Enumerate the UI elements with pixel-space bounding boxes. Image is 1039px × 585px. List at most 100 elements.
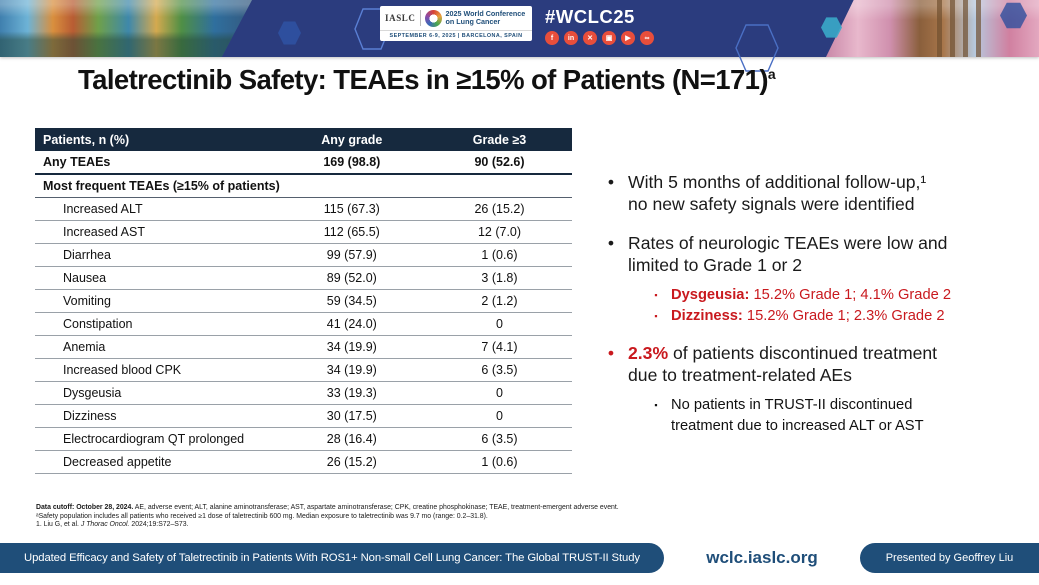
teae-table: Patients, n (%) Any grade Grade ≥3 Any T… <box>35 128 572 474</box>
hexagon-outline-icon <box>735 24 779 72</box>
footnote-reference: 1. Liu G, et al. J Thorac Oncol. 2024;19… <box>36 521 189 529</box>
table-header-row: Patients, n (%) Any grade Grade ≥3 <box>35 128 572 151</box>
any-grade-value: 115 (67.3) <box>276 197 427 221</box>
any-grade-value: 30 (17.5) <box>276 404 427 428</box>
table-row: Increased AST 112 (65.5) 12 (7.0) <box>35 220 572 244</box>
teae-table-body: Any TEAEs 169 (98.8) 90 (52.6) Most frequen… <box>35 151 572 474</box>
grade3-value: 0 <box>427 381 572 405</box>
section-label: Most frequent TEAEs (≥15% of patients) <box>35 174 572 198</box>
hexagon-decoration <box>278 21 301 45</box>
col-header-any-grade: Any grade <box>276 128 427 151</box>
footer-bar: Updated Efficacy and Safety of Taletrect… <box>0 543 1039 573</box>
table-row: Dizziness 30 (17.5) 0 <box>35 404 572 428</box>
bullet-discontinued-text: 2.3% of patients discontinued treatment … <box>628 343 938 385</box>
sub-bullet-dizziness: ▪ Dizziness: 15.2% Grade 1; 2.3% Grade 2 <box>651 306 1036 327</box>
grade3-value: 0 <box>427 404 572 428</box>
logo-divider <box>419 10 421 26</box>
iaslc-logo: IASLC <box>385 13 416 23</box>
website-link[interactable]: wclc.iaslc.org <box>706 548 818 567</box>
bullet-dot-icon: • <box>607 233 615 253</box>
grade3-value: 1 (0.6) <box>427 450 572 474</box>
any-grade-value: 99 (57.9) <box>276 243 427 267</box>
grade3-value: 7 (4.1) <box>427 335 572 359</box>
table-row: Vomiting 59 (34.5) 2 (1.2) <box>35 289 572 313</box>
study-title-banner: Updated Efficacy and Safety of Taletrect… <box>0 543 664 573</box>
grade3-value: 0 <box>427 312 572 336</box>
table-row: Increased blood CPK 34 (19.9) 6 (3.5) <box>35 358 572 382</box>
sub-bullet-trust2-text: No patients in TRUST-II discontinued tre… <box>671 397 924 434</box>
presenter-banner: Presented by Geoffrey Liu <box>860 543 1039 573</box>
teae-label: Increased ALT <box>35 197 277 221</box>
footnotes: Data cutoff: October 28, 2024. AE, adver… <box>36 504 619 530</box>
page-title-text: Taletrectinib Safety: TEAEs in ≥15% of P… <box>78 64 769 95</box>
sub-bullet-dysgeusia: ▪ Dysgeusia: 15.2% Grade 1; 4.1% Grade 2 <box>651 285 1036 306</box>
sub-bullet-dizziness-text: Dizziness: 15.2% Grade 1; 2.3% Grade 2 <box>671 308 945 324</box>
teae-label: Nausea <box>35 266 277 290</box>
bullet-followup: • With 5 months of additional follow-up,… <box>604 171 1036 215</box>
table-row: Diarrhea 99 (57.9) 1 (0.6) <box>35 243 572 267</box>
grade3-value: 6 (3.5) <box>427 427 572 451</box>
any-grade-value: 89 (52.0) <box>276 266 427 290</box>
footnote-data-cutoff: Data cutoff: October 28, 2024. AE, adver… <box>36 504 619 511</box>
x-icon: ✕ <box>583 31 597 45</box>
teae-label: Increased AST <box>35 220 277 244</box>
youtube-icon: ▶ <box>621 31 635 45</box>
linkedin-icon: in <box>564 31 578 45</box>
grade3-value: 2 (1.2) <box>427 289 572 313</box>
table-row: Dysgeusia 33 (19.3) 0 <box>35 381 572 405</box>
bullet-neurologic: • Rates of neurologic TEAEs were low and… <box>604 232 1036 276</box>
table-row: Decreased appetite 26 (15.2) 1 (0.6) <box>35 450 572 474</box>
conference-name-line1: 2025 World Conference <box>445 8 526 18</box>
teae-label: Dizziness <box>35 404 277 428</box>
teae-label: Constipation <box>35 312 277 336</box>
page-title: Taletrectinib Safety: TEAEs in ≥15% of P… <box>78 64 776 96</box>
grade3-value: 90 (52.6) <box>427 151 572 175</box>
wclc-emblem-icon <box>424 9 442 27</box>
conference-banner: IASLC 2025 World Conference on Lung Canc… <box>0 0 1039 72</box>
table-row: Nausea 89 (52.0) 3 (1.8) <box>35 266 572 290</box>
any-grade-value: 59 (34.5) <box>276 289 427 313</box>
col-header-patients: Patients, n (%) <box>35 128 277 151</box>
hashtag: #WCLC25 <box>545 6 635 27</box>
social-icons: f in ✕ ▣ ▶ ∞ <box>545 31 659 45</box>
bullet-discontinued: • 2.3% of patients discontinued treatmen… <box>604 342 1036 386</box>
grade3-value: 1 (0.6) <box>427 243 572 267</box>
square-bullet-icon: ▪ <box>654 290 658 300</box>
table-row: Constipation 41 (24.0) 0 <box>35 312 572 336</box>
table-row: Any TEAEs 169 (98.8) 90 (52.6) <box>35 151 572 175</box>
teae-label: Decreased appetite <box>35 450 277 474</box>
any-grade-value: 34 (19.9) <box>276 358 427 382</box>
teae-label: Dysgeusia <box>35 381 277 405</box>
table-section-row: Most frequent TEAEs (≥15% of patients) <box>35 174 572 198</box>
teae-label: Electrocardiogram QT prolonged <box>35 427 277 451</box>
key-points: • With 5 months of additional follow-up,… <box>604 171 1036 437</box>
facebook-icon: f <box>545 31 559 45</box>
bullet-dot-icon: • <box>607 172 615 192</box>
square-bullet-icon: ▪ <box>654 400 658 410</box>
spires-decoration <box>936 0 989 57</box>
barcelona-skyline-image <box>0 0 252 57</box>
teae-label: Increased blood CPK <box>35 358 277 382</box>
any-grade-value: 26 (15.2) <box>276 450 427 474</box>
any-grade-value: 33 (19.3) <box>276 381 427 405</box>
conference-date-location: SEPTEMBER 6-9, 2025 | BARCELONA, SPAIN <box>380 30 532 41</box>
conference-logo: IASLC 2025 World Conference on Lung Canc… <box>380 6 532 41</box>
footnote-safety-population: ᵃSafety population includes all patients… <box>36 512 488 520</box>
any-grade-value: 169 (98.8) <box>276 151 427 175</box>
grade3-value: 12 (7.0) <box>427 220 572 244</box>
hexagon-decoration <box>821 17 842 38</box>
sub-bullet-trust2: ▪ No patients in TRUST-II discontinued t… <box>651 395 1036 437</box>
bullet-followup-text: With 5 months of additional follow-up,¹ … <box>628 172 927 214</box>
any-grade-value: 112 (65.5) <box>276 220 427 244</box>
share-icon: ∞ <box>640 31 654 45</box>
sub-bullet-dysgeusia-text: Dysgeusia: 15.2% Grade 1; 4.1% Grade 2 <box>671 287 952 303</box>
table-row: Increased ALT 115 (67.3) 26 (15.2) <box>35 197 572 221</box>
conference-name-line2: on Lung Cancer <box>445 17 501 26</box>
any-grade-value: 28 (16.4) <box>276 427 427 451</box>
teae-label: Vomiting <box>35 289 277 313</box>
bullet-dot-icon: • <box>607 343 615 363</box>
grade3-value: 3 (1.8) <box>427 266 572 290</box>
bullet-neurologic-text: Rates of neurologic TEAEs were low and l… <box>628 233 948 275</box>
grade3-value: 6 (3.5) <box>427 358 572 382</box>
